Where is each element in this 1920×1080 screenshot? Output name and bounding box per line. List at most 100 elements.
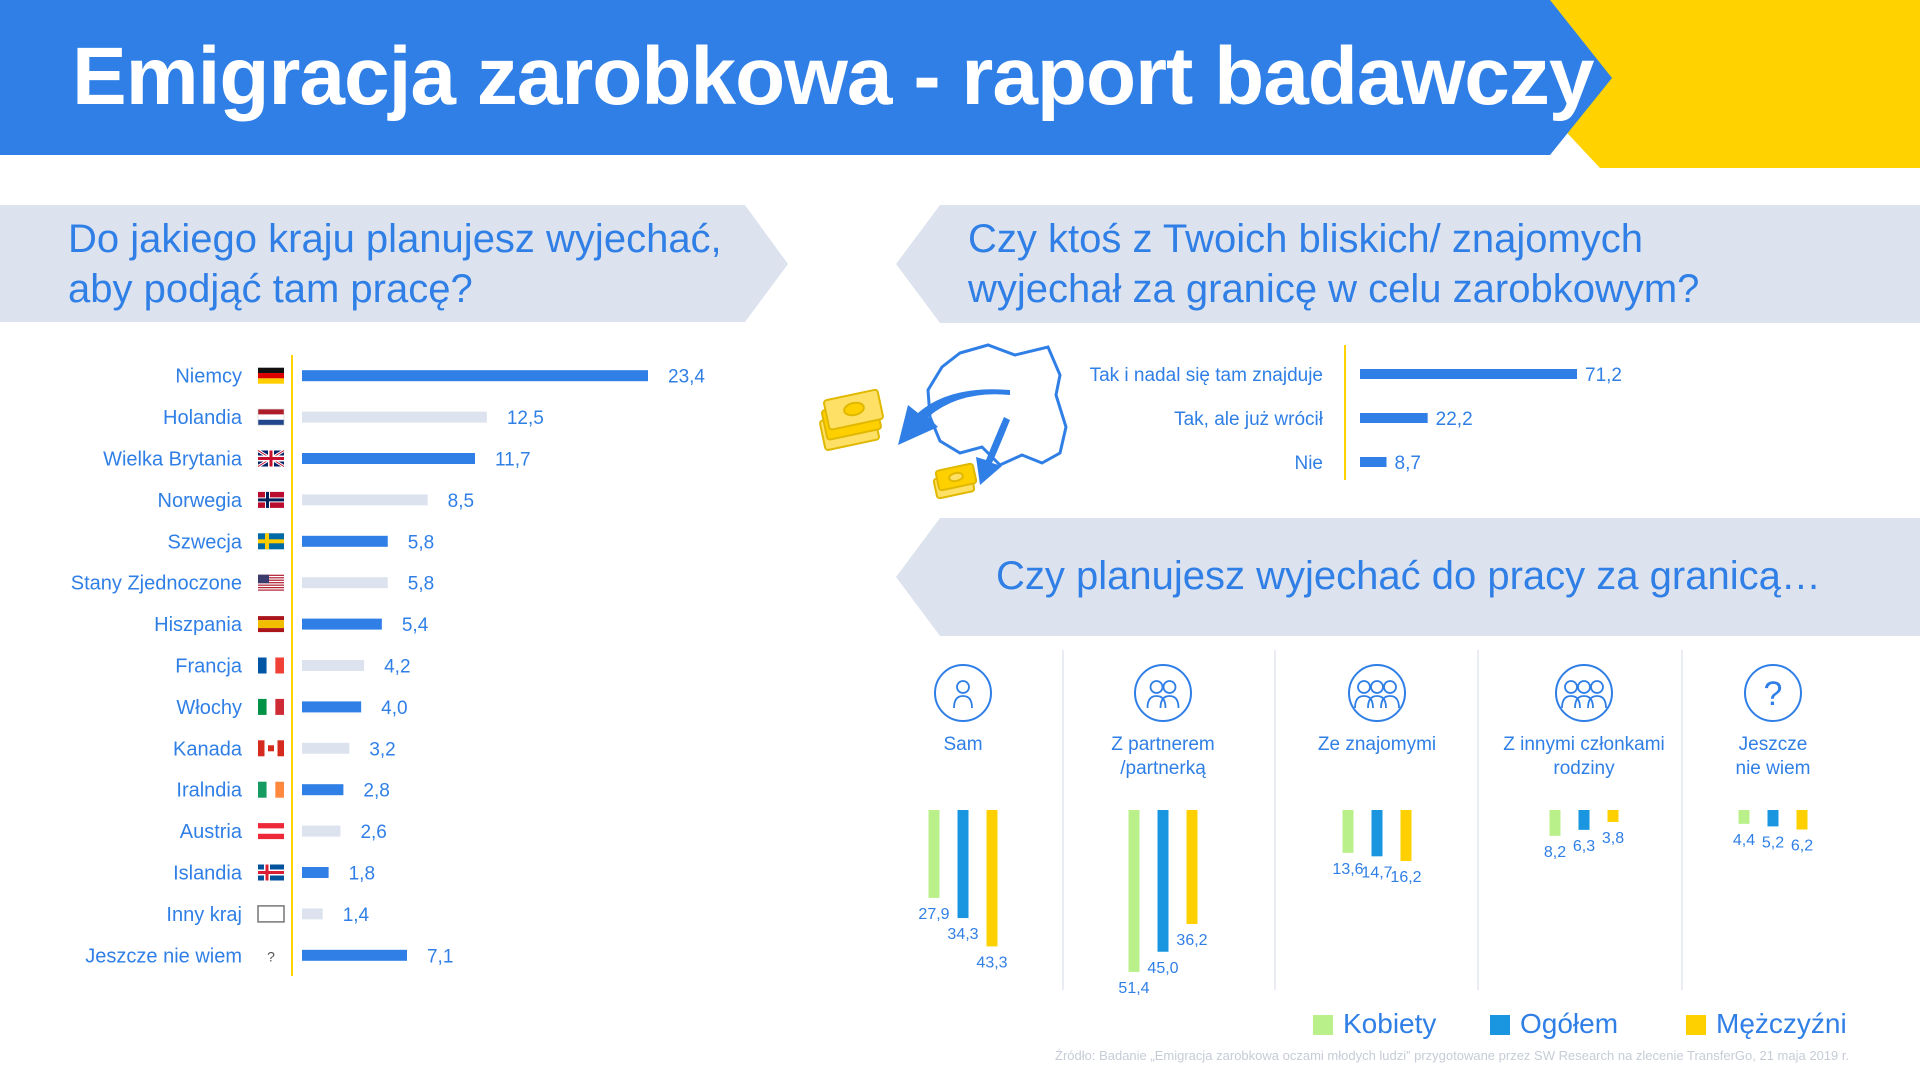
- country-label: Iralndia: [176, 780, 242, 802]
- relatives-bar-chart: Tak i nadal się tam znajduje 71,2 Tak, ale…: [1090, 345, 1622, 480]
- legend-swatch-ogolem: [1490, 1015, 1510, 1035]
- country-label: Holandia: [163, 407, 243, 429]
- series-value: 36,2: [1176, 932, 1207, 949]
- relatives-bar: [1360, 457, 1387, 467]
- relatives-label: Nie: [1294, 453, 1323, 474]
- country-value: 23,4: [668, 367, 705, 388]
- country-bar: [302, 577, 388, 589]
- arrow-west-icon: [898, 389, 1010, 445]
- country-bar: [302, 825, 341, 837]
- country-bar: [302, 370, 648, 382]
- travel-companion-bar-chart: Sam 27,9 34,3 43,3 Z partnerem/partnerką 51,4…: [918, 650, 1813, 997]
- group-label-line1: Sam: [943, 734, 982, 755]
- relatives-bar: [1360, 369, 1577, 379]
- country-bar: [302, 949, 407, 961]
- series-value: 13,6: [1332, 861, 1363, 878]
- family-icon: [1555, 664, 1613, 722]
- map-illustration: [819, 343, 1068, 500]
- question-icon-glyph: ?: [1764, 675, 1783, 713]
- series-value: 27,9: [918, 906, 949, 923]
- series-bar-mezczyzni: [1186, 810, 1198, 925]
- country-value: 12,5: [507, 408, 544, 429]
- flag-se-icon: [258, 533, 284, 550]
- country-label: Austria: [180, 821, 243, 843]
- country-bar: [302, 867, 329, 878]
- country-label: Stany Zjednoczone: [71, 573, 242, 595]
- q2-banner: [896, 205, 1920, 323]
- series-bar-mezczyzni: [1796, 810, 1808, 830]
- country-label: Inny kraj: [166, 904, 242, 926]
- flag-de-icon: [258, 367, 284, 384]
- flag-ca-icon: [258, 740, 284, 757]
- country-label: Kanada: [173, 738, 243, 760]
- country-label: Szwecja: [168, 531, 243, 553]
- friends-icon: [1348, 664, 1406, 722]
- country-bar: [302, 535, 388, 547]
- country-value: 4,0: [381, 698, 407, 719]
- q3-title-line1: Czy planujesz wyjechać do pracy za grani…: [996, 554, 1821, 598]
- flag-nl-icon: [257, 408, 285, 426]
- q2-title-line2: wyjechał za granicę w celu zarobkowym?: [968, 267, 1700, 311]
- series-bar-ogolem: [957, 810, 969, 919]
- relatives-bar: [1360, 413, 1428, 423]
- flag-gb-icon: [257, 449, 285, 468]
- country-bar: [302, 908, 323, 920]
- legend-kobiety: Kobiety: [1313, 1008, 1436, 1040]
- series-bar-kobiety: [928, 810, 940, 898]
- relatives-label: Tak i nadal się tam znajduje: [1090, 365, 1323, 386]
- series-value: 6,2: [1791, 838, 1813, 855]
- country-bar: [302, 701, 362, 713]
- country-label: Jeszcze nie wiem: [85, 945, 242, 967]
- country-value: 8,5: [448, 491, 474, 512]
- person-icon: [934, 664, 992, 722]
- legend-ogolem: Ogółem: [1490, 1008, 1618, 1040]
- country-value: 5,8: [408, 532, 434, 553]
- header-banner: [0, 0, 1612, 155]
- q2-title: Czy ktoś z Twoich bliskich/ znajomych wy…: [968, 214, 1699, 314]
- country-value: 5,4: [402, 615, 429, 636]
- country-value: 3,2: [369, 739, 395, 760]
- country-bar: [302, 742, 350, 754]
- series-value: 8,2: [1544, 844, 1566, 861]
- relatives-value: 22,2: [1436, 409, 1473, 430]
- country-bar: [302, 453, 475, 464]
- flag-es-icon: [258, 616, 284, 633]
- series-value: 51,4: [1118, 980, 1149, 997]
- series-value: 45,0: [1147, 960, 1178, 977]
- series-bar-ogolem: [1157, 810, 1169, 952]
- legend-mezczyzni: Mężczyźni: [1686, 1008, 1847, 1040]
- group-label-line1: Jeszcze: [1739, 734, 1808, 755]
- country-label: Norwegia: [158, 490, 243, 512]
- group-label-line1: Z partnerem: [1111, 734, 1214, 755]
- flag-us-icon: [258, 574, 284, 591]
- series-bar-ogolem: [1371, 810, 1383, 857]
- legend-label-mezczyzni: Mężczyźni: [1716, 1008, 1847, 1039]
- q3-banner: [896, 518, 1920, 636]
- country-label: Niemcy: [175, 366, 242, 388]
- group-label-line1: Ze znajomymi: [1318, 734, 1436, 755]
- flag-ie-icon: [258, 781, 284, 798]
- series-value: 3,8: [1602, 830, 1624, 847]
- country-value: 1,8: [349, 864, 375, 885]
- series-bar-ogolem: [1578, 810, 1590, 830]
- series-bar-kobiety: [1342, 810, 1354, 853]
- flag-empty-icon: [257, 905, 285, 923]
- source-note: Źródło: Badanie „Emigracja zarobkowa ocz…: [1055, 1048, 1850, 1063]
- legend-swatch-mezczyzni: [1686, 1015, 1706, 1035]
- legend-label-kobiety: Kobiety: [1343, 1008, 1437, 1039]
- country-label: Włochy: [176, 697, 242, 719]
- money-stack-small-icon: [932, 462, 978, 500]
- series-bar-kobiety: [1128, 810, 1140, 972]
- country-value: 7,1: [427, 946, 453, 967]
- question-icon: ?: [1744, 664, 1802, 722]
- series-bar-mezczyzni: [986, 810, 998, 947]
- flag-it-icon: [258, 698, 284, 715]
- group-label-line2: rodziny: [1553, 758, 1615, 779]
- series-value: 4,4: [1733, 832, 1755, 849]
- country-value: 2,8: [363, 781, 389, 802]
- country-label: Francja: [175, 656, 243, 678]
- country-bar: [302, 784, 344, 796]
- flag-is-icon: [258, 864, 284, 881]
- series-bar-mezczyzni: [1400, 810, 1412, 862]
- question-mark-icon: ?: [267, 948, 275, 964]
